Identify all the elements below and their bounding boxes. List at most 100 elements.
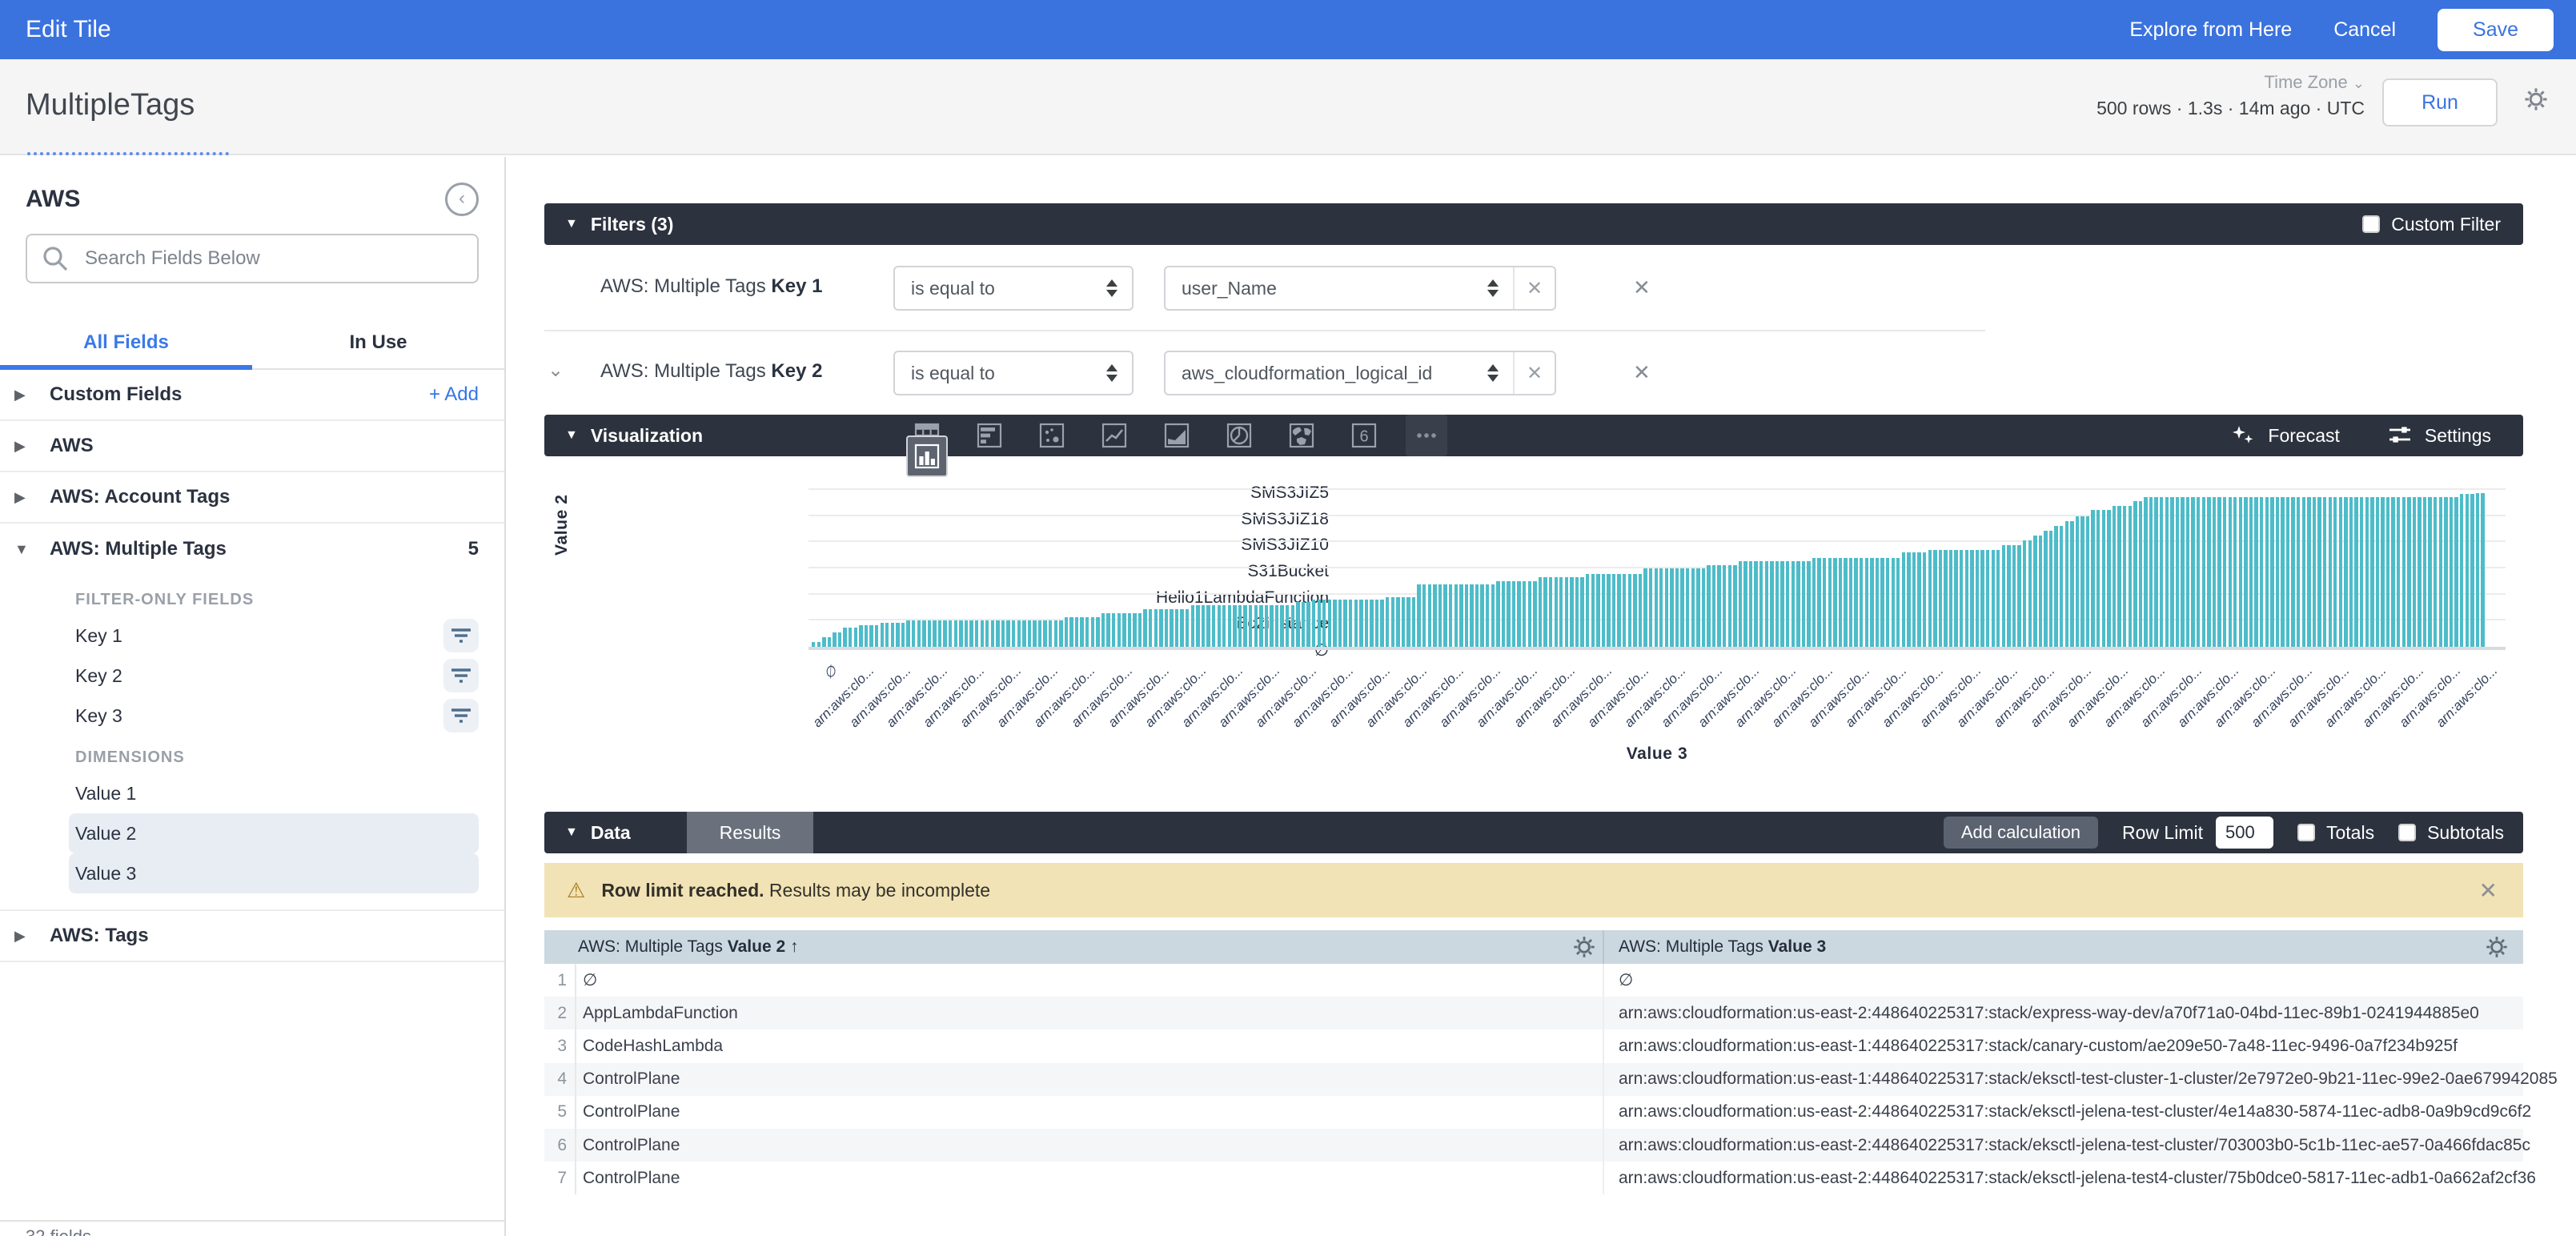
- chart-bar[interactable]: [1759, 561, 1763, 647]
- chart-bar[interactable]: [1712, 565, 1715, 647]
- chart-bar[interactable]: [1280, 605, 1283, 647]
- chart-bar[interactable]: [1402, 597, 1405, 647]
- chart-bar[interactable]: [2176, 497, 2179, 647]
- filter-operator-select[interactable]: is equal to: [893, 266, 1134, 311]
- chart-bar[interactable]: [1865, 558, 1868, 647]
- cell-value3[interactable]: arn:aws:cloudformation:us-east-2:4486402…: [1619, 1169, 2536, 1188]
- chart-bar[interactable]: [2123, 506, 2126, 647]
- chart-bar[interactable]: [1807, 561, 1810, 647]
- chart-bar[interactable]: [2270, 497, 2273, 647]
- chart-bar[interactable]: [1696, 568, 1699, 647]
- chart-bar[interactable]: [2323, 497, 2326, 647]
- chart-bar[interactable]: [2107, 510, 2110, 647]
- chart-bar[interactable]: [1033, 620, 1036, 647]
- chart-bar[interactable]: [1149, 609, 1152, 647]
- chart-bar[interactable]: [1001, 620, 1005, 647]
- chart-bar[interactable]: [1196, 605, 1199, 647]
- remove-filter-icon[interactable]: ✕: [1633, 360, 1651, 385]
- chart-bar[interactable]: [1412, 597, 1415, 647]
- scatter-chart-icon[interactable]: [1031, 415, 1073, 456]
- chart-bar[interactable]: [896, 623, 899, 647]
- chart-bar[interactable]: [2139, 501, 2142, 647]
- add-custom-field-button[interactable]: + Add: [429, 383, 479, 406]
- filters-section-header[interactable]: ▼ Filters (3) Custom Filter: [544, 203, 2523, 245]
- chart-bar[interactable]: [1380, 600, 1383, 647]
- chart-bar[interactable]: [1133, 613, 1136, 647]
- chart-bar[interactable]: [1939, 550, 1942, 647]
- chart-bar[interactable]: [2207, 497, 2210, 647]
- chart-bar[interactable]: [2454, 497, 2458, 647]
- chart-bar[interactable]: [2407, 497, 2410, 647]
- subtotals-checkbox[interactable]: [2398, 824, 2416, 841]
- chart-bar[interactable]: [1733, 565, 1736, 647]
- chart-bar[interactable]: [869, 625, 873, 647]
- chart-bar[interactable]: [2450, 497, 2453, 647]
- chart-bar[interactable]: [2481, 493, 2484, 647]
- chart-bar[interactable]: [1802, 561, 1805, 647]
- chart-bar[interactable]: [1328, 600, 1331, 647]
- chart-bar[interactable]: [2002, 545, 2005, 647]
- chart-bars[interactable]: [812, 493, 2506, 647]
- filter-icon[interactable]: [443, 699, 479, 732]
- chart-bar[interactable]: [1796, 561, 1800, 647]
- chart-bar[interactable]: [2213, 497, 2216, 647]
- chart-bar[interactable]: [2349, 497, 2353, 647]
- chart-bar[interactable]: [1343, 600, 1346, 647]
- chart-bar[interactable]: [1702, 568, 1705, 647]
- search-input[interactable]: [26, 234, 479, 283]
- totals-checkbox[interactable]: [2297, 824, 2315, 841]
- chart-bar[interactable]: [2129, 506, 2132, 647]
- chart-bar[interactable]: [1907, 552, 1910, 647]
- chart-bar[interactable]: [1543, 577, 1547, 647]
- chart-bar[interactable]: [2007, 545, 2010, 647]
- chart-bar[interactable]: [2260, 497, 2263, 647]
- chart-bar[interactable]: [1507, 581, 1510, 647]
- cell-value3[interactable]: arn:aws:cloudformation:us-east-1:4486402…: [1619, 1069, 2558, 1089]
- chart-bar[interactable]: [1743, 561, 1747, 647]
- chart-bar[interactable]: [912, 620, 915, 647]
- field-key-2[interactable]: Key 2: [69, 656, 479, 696]
- chart-bar[interactable]: [1954, 550, 1957, 647]
- data-section-header[interactable]: ▼ Data Results Add calculation Row Limit…: [544, 812, 2523, 853]
- area-chart-icon[interactable]: [1156, 415, 1198, 456]
- filter-value-select[interactable]: user_Name: [1166, 267, 1513, 309]
- column-gear-icon[interactable]: [2485, 935, 2509, 959]
- column-header-value3[interactable]: AWS: Multiple Tags Value 3: [1619, 937, 1826, 957]
- chart-bar[interactable]: [1512, 581, 1515, 647]
- chart-bar[interactable]: [1655, 568, 1658, 647]
- chart-bar[interactable]: [2028, 540, 2032, 647]
- chart-bar[interactable]: [2344, 497, 2347, 647]
- chart-bar[interactable]: [1069, 617, 1073, 647]
- chart-bar[interactable]: [1249, 605, 1252, 647]
- chart-bar[interactable]: [1823, 558, 1826, 647]
- chart-bar[interactable]: [1633, 574, 1636, 647]
- chart-bar[interactable]: [2049, 531, 2052, 647]
- filter-operator-select[interactable]: is equal to: [893, 351, 1134, 395]
- chart-bar[interactable]: [1986, 550, 1989, 647]
- line-chart-icon[interactable]: [1093, 415, 1135, 456]
- chart-bar[interactable]: [2297, 497, 2300, 647]
- chart-bar[interactable]: [1602, 574, 1605, 647]
- chart-bar[interactable]: [991, 620, 994, 647]
- chart-bar[interactable]: [1291, 605, 1294, 647]
- cell-value3[interactable]: arn:aws:cloudformation:us-east-2:4486402…: [1619, 1004, 2479, 1023]
- chart-bar[interactable]: [1228, 605, 1231, 647]
- chart-bar[interactable]: [1828, 558, 1832, 647]
- chart-bar[interactable]: [1607, 574, 1610, 647]
- chart-bar[interactable]: [1670, 568, 1673, 647]
- chart-bar[interactable]: [849, 628, 852, 647]
- chart-bar[interactable]: [1218, 605, 1221, 647]
- chart-bar[interactable]: [1860, 558, 1863, 647]
- chart-bar[interactable]: [2097, 510, 2100, 647]
- chart-bar[interactable]: [2060, 526, 2063, 647]
- chart-bar[interactable]: [1243, 605, 1246, 647]
- remove-filter-icon[interactable]: ✕: [1633, 275, 1651, 300]
- chart-bar[interactable]: [1949, 550, 1952, 647]
- chart-bar[interactable]: [1486, 584, 1489, 647]
- chart-bar[interactable]: [1739, 561, 1742, 647]
- chart-bar[interactable]: [1365, 600, 1368, 647]
- chart-bar[interactable]: [922, 620, 925, 647]
- chart-bar[interactable]: [1322, 600, 1326, 647]
- chart-bar[interactable]: [1586, 574, 1589, 647]
- chart-bar[interactable]: [2113, 506, 2116, 647]
